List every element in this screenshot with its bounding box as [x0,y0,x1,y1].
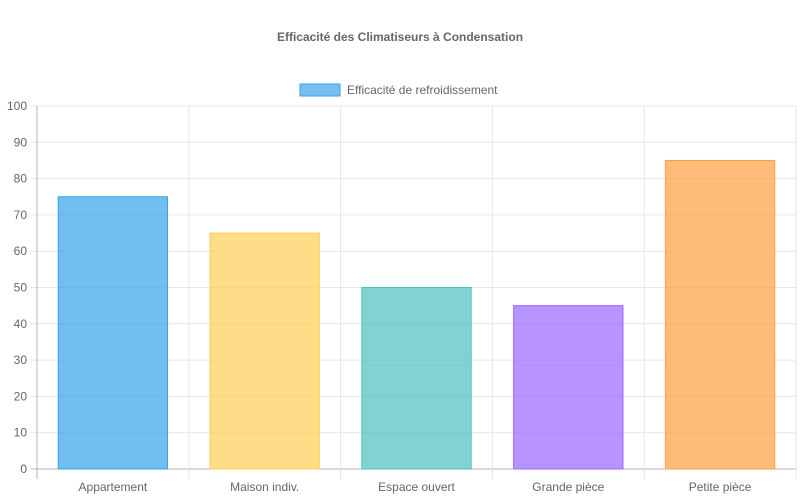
y-tick-label: 100 [7,99,27,113]
bar-4[interactable] [513,305,624,470]
y-axis-ticks: 0 10 20 30 40 50 60 70 80 90 100 [7,99,27,476]
y-tick-label: 0 [20,462,27,476]
x-tick-label: Maison indiv. [230,480,299,494]
legend-label: Efficacité de refroidissement [347,83,498,97]
bar-3[interactable] [361,287,472,470]
legend-swatch [299,83,341,97]
x-tick-label: Grande pièce [532,480,604,494]
bar-2[interactable] [209,232,320,470]
y-tick-label: 50 [14,281,28,295]
legend[interactable]: Efficacité de refroidissement [299,83,498,97]
x-tick-label: Espace ouvert [378,480,455,494]
bar-5[interactable] [664,159,776,470]
y-tick-label: 20 [14,389,28,403]
y-tick-label: 30 [14,353,28,367]
y-tick-label: 80 [14,172,28,186]
x-tick-label: Petite pièce [689,480,752,494]
bar-1[interactable] [57,196,169,470]
x-tick-label: Appartement [79,480,148,494]
y-tick-label: 60 [14,244,28,258]
y-tick-label: 70 [14,208,28,222]
y-tick-label: 10 [14,426,28,440]
chart-title: Efficacité des Climatiseurs à Condensati… [277,30,523,44]
bars [57,159,776,470]
y-tick-label: 90 [14,135,28,149]
y-tick-label: 40 [14,317,28,331]
x-axis-ticks: Appartement Maison indiv. Espace ouvert Gra… [79,480,752,494]
